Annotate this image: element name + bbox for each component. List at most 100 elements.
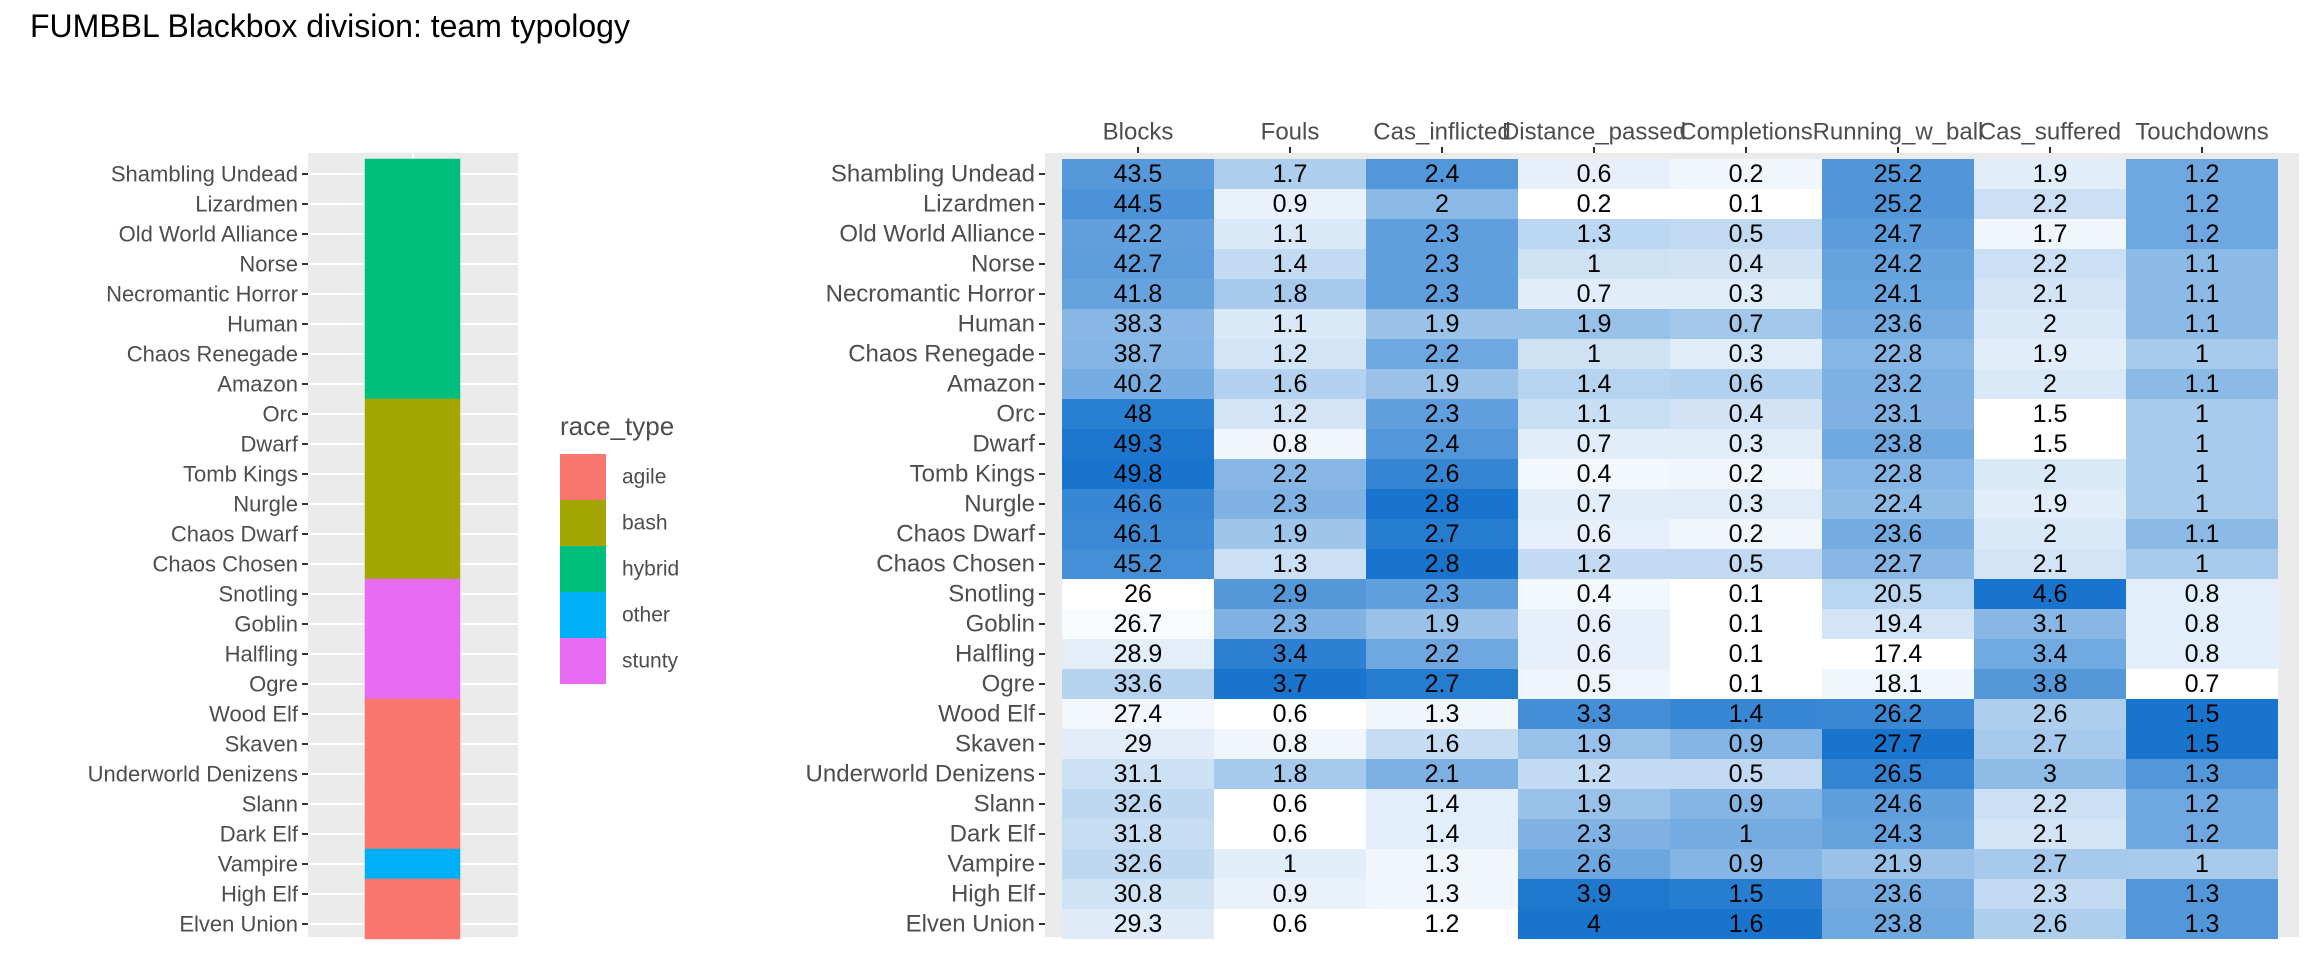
heatmap-cell bbox=[1062, 759, 1214, 789]
heatmap-cell-value: 1.4 bbox=[1577, 370, 1612, 398]
heatmap-cell-value: 1.9 bbox=[1273, 520, 1308, 548]
heatmap-cell-value: 2.6 bbox=[1577, 850, 1612, 878]
heatmap-cell bbox=[1518, 549, 1670, 579]
heatmap-cell-value: 25.2 bbox=[1874, 160, 1923, 188]
heatmap-column-label: Running_w_ball bbox=[1813, 119, 1984, 146]
heatmap-cell-value: 26 bbox=[1124, 580, 1152, 608]
heatmap-cell bbox=[1366, 549, 1518, 579]
heatmap-cell-value: 4 bbox=[1587, 910, 1601, 938]
heatmap-cell bbox=[1062, 549, 1214, 579]
legend-key bbox=[560, 592, 606, 638]
heatmap-cell bbox=[1366, 519, 1518, 549]
heatmap-cell-value: 0.6 bbox=[1729, 370, 1764, 398]
heatmap-cell bbox=[1518, 339, 1670, 369]
heatmap-cell bbox=[1062, 189, 1214, 219]
legend-label: agile bbox=[622, 466, 666, 489]
heatmap-cell-value: 2.2 bbox=[2033, 190, 2068, 218]
heatmap-cell bbox=[2126, 909, 2278, 939]
heatmap-y-tick-label: Nurgle bbox=[964, 491, 1035, 518]
heatmap-y-tick-label: Halfling bbox=[955, 641, 1035, 668]
heatmap-cell bbox=[1822, 249, 1974, 279]
heatmap-cell bbox=[1670, 219, 1822, 249]
heatmap-cell-value: 24.6 bbox=[1874, 790, 1923, 818]
heatmap-cell-value: 0.3 bbox=[1729, 340, 1764, 368]
heatmap-cell-value: 0.1 bbox=[1729, 190, 1764, 218]
heatmap-cell bbox=[1062, 219, 1214, 249]
heatmap-cell-value: 2.8 bbox=[1425, 550, 1460, 578]
heatmap-column-label: Blocks bbox=[1103, 119, 1174, 146]
heatmap-cell bbox=[1974, 459, 2126, 489]
heatmap-cell bbox=[1670, 429, 1822, 459]
bar-segment bbox=[364, 848, 461, 880]
heatmap-cell bbox=[1670, 489, 1822, 519]
heatmap-cell bbox=[1366, 759, 1518, 789]
heatmap-cell bbox=[1518, 669, 1670, 699]
heatmap-cell bbox=[1518, 879, 1670, 909]
heatmap-cell bbox=[1974, 879, 2126, 909]
heatmap-cell-value: 0.6 bbox=[1273, 700, 1308, 728]
heatmap-cell-value: 27.4 bbox=[1114, 700, 1163, 728]
heatmap-cell bbox=[1518, 489, 1670, 519]
heatmap-cell-value: 0.2 bbox=[1729, 160, 1764, 188]
bar-y-tick-label: Wood Elf bbox=[209, 702, 299, 727]
heatmap-cell bbox=[1366, 669, 1518, 699]
heatmap-cell-value: 1.9 bbox=[2033, 490, 2068, 518]
bar-segment bbox=[364, 398, 461, 430]
heatmap-cell bbox=[2126, 579, 2278, 609]
heatmap-cell-value: 1.2 bbox=[1577, 760, 1612, 788]
heatmap-cell-value: 0.6 bbox=[1273, 910, 1308, 938]
heatmap-cell-value: 1.2 bbox=[1425, 910, 1460, 938]
bar-y-tick-label: Slann bbox=[242, 792, 298, 817]
heatmap-cell-value: 2.2 bbox=[2033, 790, 2068, 818]
bar-y-tick-label: Halfling bbox=[225, 642, 298, 667]
heatmap-cell-value: 1 bbox=[2195, 430, 2209, 458]
heatmap-cell bbox=[1518, 399, 1670, 429]
bar-y-tick-label: Old World Alliance bbox=[119, 222, 298, 247]
heatmap-cell bbox=[1062, 399, 1214, 429]
heatmap-cell bbox=[1366, 249, 1518, 279]
heatmap-cell bbox=[1670, 369, 1822, 399]
heatmap-cell-value: 23.6 bbox=[1874, 880, 1923, 908]
heatmap-cell-value: 1.2 bbox=[2185, 220, 2220, 248]
heatmap-y-tick-label: Old World Alliance bbox=[839, 221, 1035, 248]
heatmap-cell bbox=[1670, 819, 1822, 849]
bar-y-tick-label: Amazon bbox=[217, 372, 298, 397]
heatmap-cell-value: 2.6 bbox=[2033, 700, 2068, 728]
heatmap-cell-value: 1.9 bbox=[1577, 790, 1612, 818]
heatmap-cell bbox=[1974, 909, 2126, 939]
legend-label: other bbox=[622, 604, 670, 627]
heatmap-cell-value: 25.2 bbox=[1874, 190, 1923, 218]
heatmap-cell bbox=[1974, 759, 2126, 789]
heatmap-cell bbox=[1214, 159, 1366, 189]
heatmap-cell-value: 3.7 bbox=[1273, 670, 1308, 698]
heatmap-cell bbox=[1214, 789, 1366, 819]
heatmap-cell-value: 1.3 bbox=[1425, 700, 1460, 728]
heatmap-cell-value: 26.7 bbox=[1114, 610, 1163, 638]
heatmap-cell bbox=[1974, 369, 2126, 399]
heatmap-cell bbox=[1670, 519, 1822, 549]
heatmap-cell bbox=[1822, 159, 1974, 189]
bar-y-tick-label: Orc bbox=[263, 402, 298, 427]
heatmap-cell-value: 2.4 bbox=[1425, 430, 1460, 458]
heatmap-cell bbox=[1214, 369, 1366, 399]
heatmap-cell bbox=[1062, 909, 1214, 939]
heatmap-cell bbox=[1366, 729, 1518, 759]
heatmap-cell bbox=[1974, 579, 2126, 609]
heatmap-cell bbox=[2126, 459, 2278, 489]
heatmap-cell bbox=[1518, 849, 1670, 879]
heatmap-cell bbox=[1366, 699, 1518, 729]
heatmap-cell-value: 2.3 bbox=[1425, 580, 1460, 608]
heatmap-cell bbox=[1974, 699, 2126, 729]
heatmap-cell-value: 2.6 bbox=[1425, 460, 1460, 488]
heatmap-cell-value: 0.1 bbox=[1729, 580, 1764, 608]
heatmap-cell bbox=[1670, 729, 1822, 759]
heatmap-cell bbox=[1214, 729, 1366, 759]
heatmap-cell-value: 1.6 bbox=[1273, 370, 1308, 398]
heatmap-cell-value: 46.1 bbox=[1114, 520, 1163, 548]
heatmap-cell bbox=[1062, 639, 1214, 669]
heatmap-cell bbox=[1214, 189, 1366, 219]
bar-y-tick-label: Chaos Chosen bbox=[152, 552, 298, 577]
heatmap-cell bbox=[1214, 399, 1366, 429]
legend-key bbox=[560, 638, 606, 684]
